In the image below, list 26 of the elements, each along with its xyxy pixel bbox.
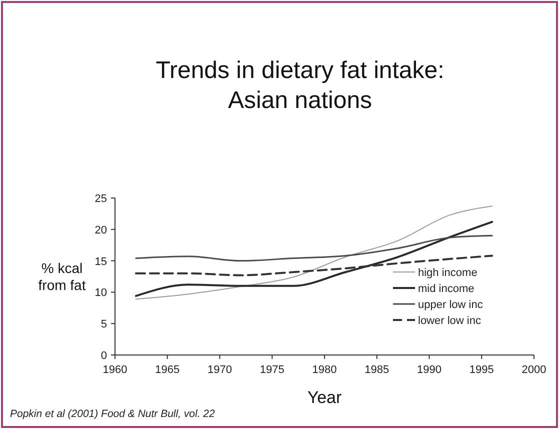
x-tick-label: 2000 <box>522 364 546 376</box>
y-tick-label: 0 <box>100 350 107 362</box>
line-series <box>135 206 493 300</box>
legend-label: high income <box>418 267 478 279</box>
x-tick-label: 1990 <box>417 364 442 376</box>
chart-title: Trends in dietary fat intake: Asian nations <box>156 57 444 114</box>
y-tick-label: 20 <box>94 224 107 236</box>
y-tick-label: 10 <box>94 287 107 300</box>
x-axis-title: Year <box>307 388 342 407</box>
text: Popkin et al (2001) Food & Nutr Bull, vol. 22 <box>10 408 216 420</box>
legend-label: lower low inc <box>418 315 482 327</box>
x-tick-label: 1980 <box>312 364 337 376</box>
line-series <box>135 234 493 262</box>
y-axis-title: % kcal from fat <box>38 260 86 293</box>
x-tick-label: 1960 <box>102 364 128 376</box>
legend-label: mid income <box>418 283 474 295</box>
x-tick-label: 1985 <box>364 364 390 376</box>
x-tick-label: 1965 <box>155 364 180 376</box>
x-tick-label: 1975 <box>260 364 284 376</box>
line-series <box>134 220 494 297</box>
y-tick-label: 5 <box>100 318 107 331</box>
x-tick-label: 1995 <box>469 364 494 376</box>
y-tick-label: 25 <box>94 193 107 205</box>
x-tick-label: 1970 <box>208 364 232 376</box>
y-tick-label: 15 <box>94 256 107 268</box>
legend-label: upper low inc <box>418 299 484 311</box>
